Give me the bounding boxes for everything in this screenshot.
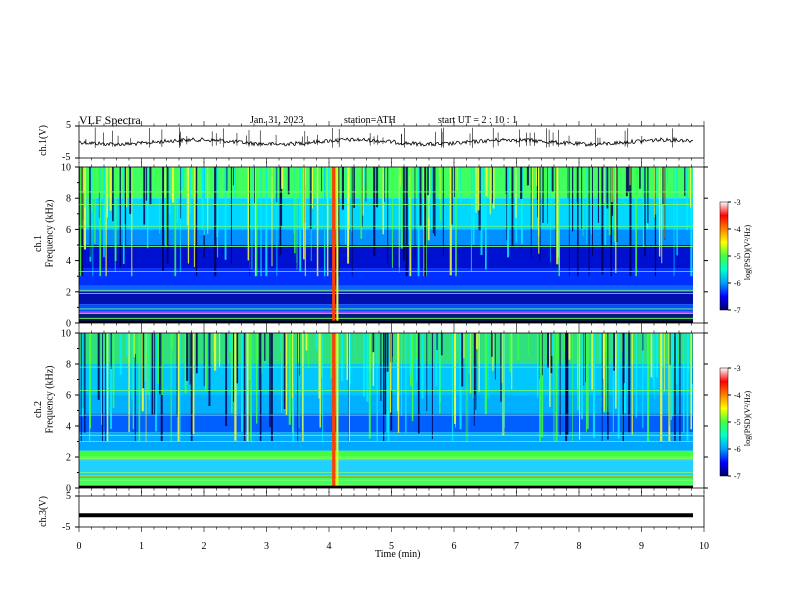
colorbar-tick: -5 xyxy=(734,418,741,427)
x-tick-label: 5 xyxy=(389,541,394,552)
y-tick-label: 10 xyxy=(61,329,71,340)
x-tick-label: 6 xyxy=(452,541,457,552)
ch2-spectrogram: 0 2 4 6 8 10 -3 -4 -5 -6 -7 xyxy=(61,329,741,495)
y-tick-label: 6 xyxy=(66,391,71,402)
colorbar-tick: -4 xyxy=(734,391,741,400)
start-ut-label: start UT = 2 : 10 : 1 xyxy=(438,115,518,126)
y-tick-label: 8 xyxy=(66,194,71,205)
ch1-spectrogram-ylabel-2: Frequency (kHz) xyxy=(44,199,56,268)
panel-frame xyxy=(78,495,705,528)
date-label: Jan. 31, 2023 xyxy=(250,115,304,126)
x-tick-label: 2 xyxy=(202,541,207,552)
ch2-spectrogram-ylabel-1: ch.2 xyxy=(32,401,44,418)
colorbar-tick: -6 xyxy=(734,445,741,454)
ch3-waveform-panel xyxy=(75,495,705,528)
ch1-trace xyxy=(78,136,694,147)
colorbar xyxy=(719,201,729,311)
y-tick-label: 2 xyxy=(66,453,71,464)
chart-title: VLF Spectra xyxy=(79,113,141,127)
ch1-spectrogram-ylabel-1: ch.1 xyxy=(32,235,44,252)
ch1-tick-5: 5 xyxy=(66,120,71,131)
y-tick-label: 10 xyxy=(61,163,71,174)
y-tick-label: 2 xyxy=(66,287,71,298)
colorbar-tick: -5 xyxy=(734,252,741,261)
x-tick-label: 4 xyxy=(327,541,332,552)
colorbar-tick: -3 xyxy=(734,198,741,207)
x-tick-label: 10 xyxy=(699,541,709,552)
y-tick-label: 4 xyxy=(66,256,71,267)
colorbar1-label: log(PSD)(V²/Hz) xyxy=(743,224,753,281)
x-tick-label: 3 xyxy=(264,541,269,552)
x-axis-label: Time (min) xyxy=(375,549,421,560)
y-tick-label: 8 xyxy=(66,360,71,371)
x-tick-label: 0 xyxy=(77,541,82,552)
x-tick-label: 7 xyxy=(514,541,519,552)
colorbar2-label: log(PSD)(V²/Hz) xyxy=(743,390,753,447)
ch2-spectrogram-ylabel-2: Frequency (kHz) xyxy=(44,365,56,434)
ch1-tick-neg5: -5 xyxy=(62,152,71,163)
ch3-tick-neg5: -5 xyxy=(62,522,71,533)
y-tick-label: 0 xyxy=(66,484,71,495)
colorbar-tick: -7 xyxy=(734,306,741,315)
ch1-spectrogram: 0 2 4 6 8 10 -3 -4 -5 -6 -7 xyxy=(61,163,741,330)
colorbar-tick: -7 xyxy=(734,472,741,481)
ch1-waveform-panel xyxy=(75,125,705,159)
colorbar-tick: -4 xyxy=(734,225,741,234)
colorbar-tick: -3 xyxy=(734,364,741,373)
ch3-tick-5: 5 xyxy=(66,491,71,502)
x-axis: 0 1 2 3 4 5 6 7 8 9 10 xyxy=(77,121,709,552)
ch1-waveform-ylabel: ch.1(V) xyxy=(37,125,49,156)
y-tick-label: 6 xyxy=(66,225,71,236)
y-tick-label: 4 xyxy=(66,422,71,433)
station-label: station=ATH xyxy=(344,115,396,126)
x-tick-label: 1 xyxy=(139,541,144,552)
y-tick-label: 0 xyxy=(66,319,71,330)
ch3-waveform-ylabel: ch.3(V) xyxy=(37,496,49,527)
x-tick-label: 8 xyxy=(577,541,582,552)
colorbar xyxy=(719,367,729,477)
colorbar-tick: -6 xyxy=(734,279,741,288)
x-tick-label: 9 xyxy=(639,541,644,552)
